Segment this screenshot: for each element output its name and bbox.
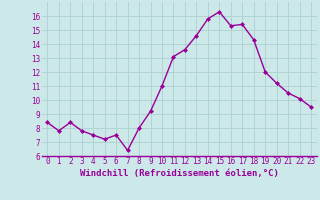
X-axis label: Windchill (Refroidissement éolien,°C): Windchill (Refroidissement éolien,°C) (80, 169, 279, 178)
